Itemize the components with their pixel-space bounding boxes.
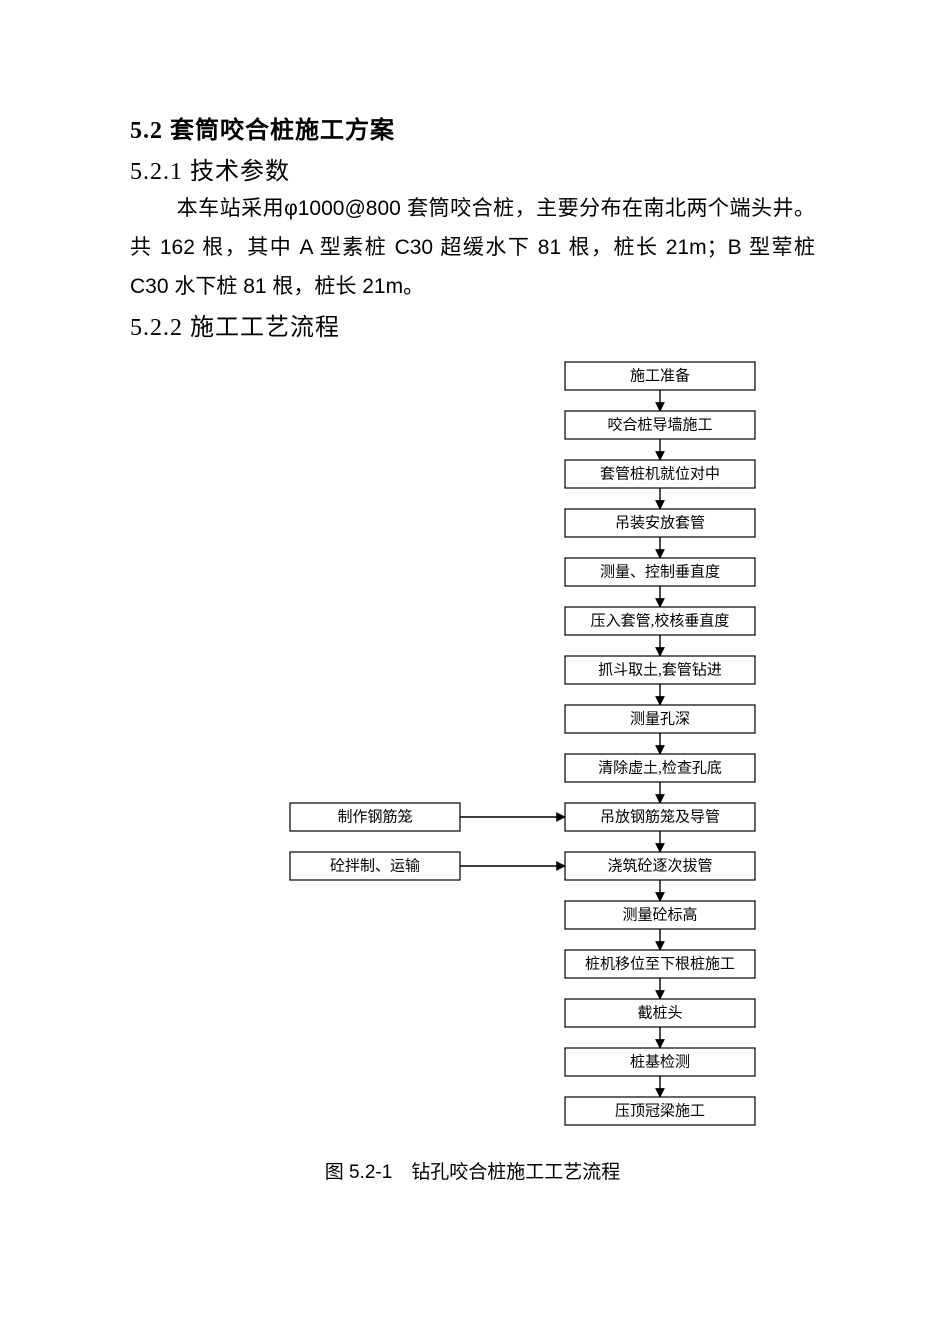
paragraph-tech-params: 本车站采用φ1000@800 套筒咬合桩，主要分布在南北两个端头井。共 162 … bbox=[130, 190, 815, 307]
paragraph-text: 本车站采用φ1000@800 套筒咬合桩，主要分布在南北两个端头井。共 162 … bbox=[130, 197, 815, 298]
flow-node-label-8: 清除虚土,检查孔底 bbox=[598, 759, 722, 776]
flow-node-label-7: 测量孔深 bbox=[630, 710, 690, 727]
flow-node-label-2: 套管桩机就位对中 bbox=[600, 465, 720, 482]
flow-node-label-3: 吊装安放套管 bbox=[615, 514, 705, 531]
flow-node-label-4: 测量、控制垂直度 bbox=[600, 563, 720, 580]
flow-node-label-9: 吊放钢筋笼及导管 bbox=[600, 808, 720, 825]
flow-node-label-15: 压顶冠梁施工 bbox=[615, 1102, 705, 1119]
flow-node-label-0: 施工准备 bbox=[630, 367, 690, 384]
flow-node-label-11: 测量砼标高 bbox=[622, 906, 697, 923]
flow-node-label-1: 咬合桩导墙施工 bbox=[607, 415, 712, 433]
flow-side-label-0: 制作钢筋笼 bbox=[337, 808, 412, 825]
flow-node-label-6: 抓斗取土,套管钻进 bbox=[598, 661, 722, 678]
subsection-heading-process: 5.2.2 施工工艺流程 bbox=[130, 307, 815, 342]
section-heading: 5.2 套筒咬合桩施工方案 bbox=[130, 110, 815, 145]
flowchart-container: 施工准备咬合桩导墙施工套管桩机就位对中吊装安放套管测量、控制垂直度压入套管,校核… bbox=[130, 354, 815, 1135]
flow-node-label-5: 压入套管,校核垂直度 bbox=[591, 612, 730, 629]
flow-side-label-1: 砼拌制、运输 bbox=[330, 857, 420, 874]
flow-node-label-10: 浇筑砼逐次拔管 bbox=[607, 857, 712, 874]
flow-node-label-13: 截桩头 bbox=[637, 1004, 682, 1021]
flow-node-label-14: 桩基检测 bbox=[630, 1053, 690, 1070]
figure-caption: 图 5.2-1 钻孔咬合桩施工工艺流程 bbox=[130, 1157, 815, 1184]
flowchart-svg: 施工准备咬合桩导墙施工套管桩机就位对中吊装安放套管测量、控制垂直度压入套管,校核… bbox=[170, 354, 775, 1135]
subsection-heading-params: 5.2.1 技术参数 bbox=[130, 151, 815, 186]
flow-node-label-12: 桩机移位至下根桩施工 bbox=[585, 955, 735, 972]
